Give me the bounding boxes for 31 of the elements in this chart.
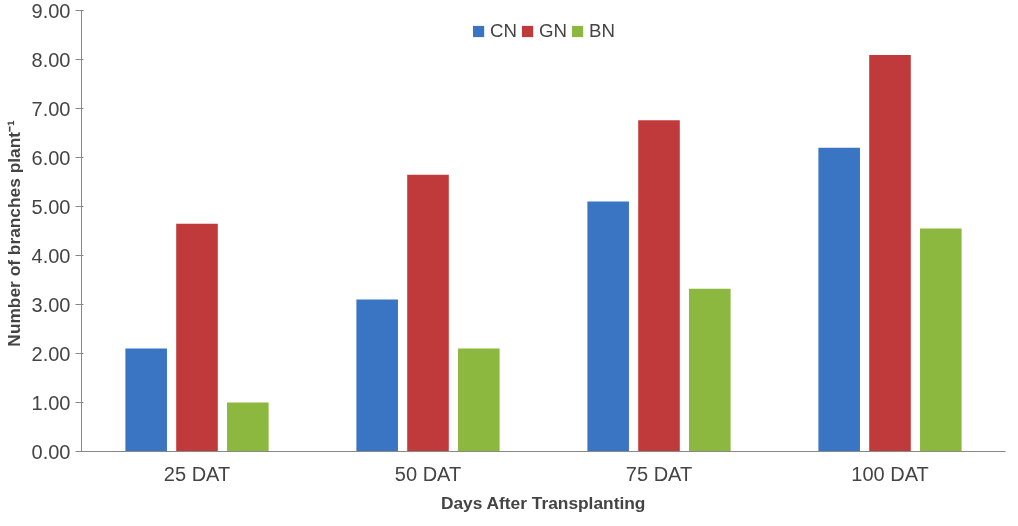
legend-label: GN xyxy=(539,20,568,42)
y-tick-label: 3.00 xyxy=(31,293,71,316)
bar xyxy=(458,348,500,452)
bar xyxy=(689,288,731,452)
x-tick-label: 75 DAT xyxy=(625,462,693,485)
y-axis-title: Number of branches plant⁻¹ xyxy=(3,119,24,347)
y-tick-label: 0.00 xyxy=(31,440,71,463)
y-tick-label: 4.00 xyxy=(31,244,71,267)
bar xyxy=(587,201,629,452)
bar xyxy=(356,299,398,452)
bar xyxy=(176,223,218,452)
y-tick-label: 8.00 xyxy=(31,48,71,71)
y-tick-label: 1.00 xyxy=(31,391,71,414)
bar xyxy=(638,120,680,452)
bar xyxy=(869,55,911,452)
legend-label: CN xyxy=(490,20,518,42)
bar xyxy=(818,147,860,452)
bar xyxy=(920,228,962,452)
y-tick-label: 9.00 xyxy=(31,0,71,22)
bar xyxy=(407,174,449,452)
y-tick-label: 5.00 xyxy=(31,195,71,218)
x-tick-label: 50 DAT xyxy=(394,462,462,485)
x-tick-label: 25 DAT xyxy=(163,462,231,485)
legend-label: BN xyxy=(589,20,615,42)
x-axis-title: Days After Transplanting xyxy=(440,492,646,513)
y-tick-label: 2.00 xyxy=(31,342,71,365)
bar xyxy=(125,348,167,452)
y-tick-label: 7.00 xyxy=(31,97,71,120)
bar xyxy=(227,402,269,452)
y-tick-label: 6.00 xyxy=(31,146,71,169)
x-tick-label: 100 DAT xyxy=(851,462,929,485)
